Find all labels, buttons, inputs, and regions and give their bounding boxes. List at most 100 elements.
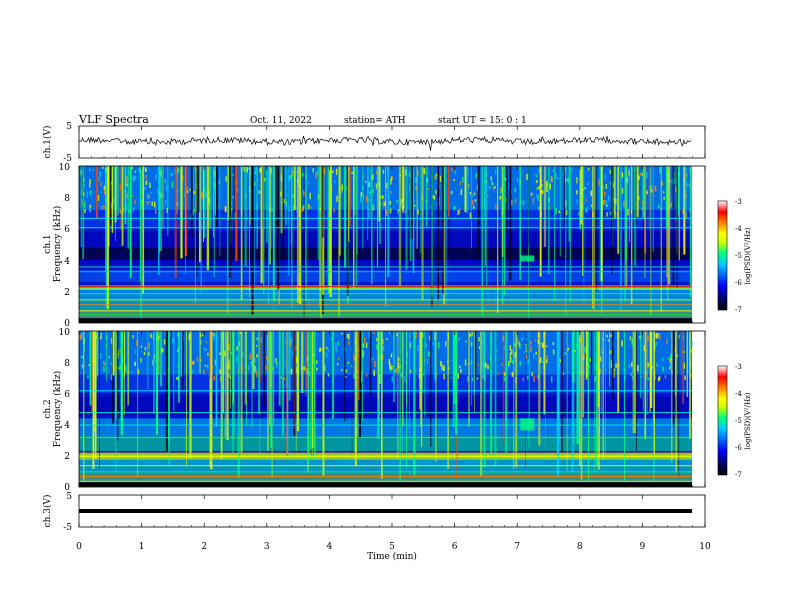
ch1-speckle (541, 190, 544, 194)
ch2-speckle (325, 347, 328, 350)
ch1-speckle (332, 170, 334, 174)
ch1-sferic-streak (629, 166, 630, 242)
ch1-cbar-tick-m7: -7 (735, 306, 742, 314)
ch2-speckle (509, 352, 512, 359)
ch2-speckle (87, 374, 89, 379)
ch2-sferic-streak (468, 331, 470, 427)
ch2-sferic-streak (314, 331, 316, 460)
ch1-freq-tick-4: 4 (64, 257, 70, 267)
ch2-sferic-streak (199, 331, 201, 374)
ch1-freq-tick-6: 6 (64, 225, 70, 235)
ch2-speckle (207, 352, 209, 356)
ch2-speckle (200, 340, 202, 345)
ch1-speckle (526, 173, 528, 180)
ch1-speckle (554, 172, 557, 179)
ch2-speckle (230, 351, 232, 355)
ch2-speckle (150, 333, 152, 338)
ch1-sferic-streak (672, 166, 675, 285)
ch1-speckle (131, 195, 134, 198)
ch2-speckle (81, 356, 84, 359)
ch2-sferic-streak (686, 331, 688, 397)
ch2-speckle (341, 369, 343, 371)
ch1-speckle (334, 180, 336, 183)
ch2-sferic-streak (263, 331, 266, 407)
ch2-speckle (478, 346, 481, 350)
ch2-sferic-streak (483, 331, 486, 468)
ch2-speckle (335, 346, 337, 353)
ch2-sferic-streak (612, 331, 614, 400)
ch2-narrowband-line-10 (79, 480, 692, 482)
ch2-speckle (239, 331, 241, 334)
ch1-speckle (132, 176, 135, 182)
ch2-speckle (203, 347, 205, 350)
ch2-speckle (327, 373, 330, 377)
ch1-sferic-streak (421, 166, 424, 301)
ch1-sferic-streak (592, 166, 593, 309)
ch2-sferic-streak (397, 331, 399, 460)
ch1-speckle (494, 186, 496, 189)
ch1-sferic-streak (192, 166, 194, 214)
ch2-sferic-streak (259, 331, 262, 383)
ch1-speckle (663, 191, 665, 194)
ch1-speckle (546, 185, 548, 191)
ch2-speckle (656, 363, 658, 367)
ch2-sferic-streak (632, 331, 635, 434)
ch1-speckle (148, 194, 150, 199)
ch1-sferic-streak (105, 166, 108, 308)
time-tick-7: 7 (514, 542, 520, 552)
ch1-sferic-streak (677, 166, 680, 216)
ch1-sferic-streak (477, 166, 480, 260)
ch2-speckle (521, 337, 523, 342)
ch2-sferic-streak (413, 331, 416, 476)
ch2-speckle (429, 335, 431, 341)
ch2-sferic-streak (406, 331, 407, 468)
ch1-sferic-streak (184, 166, 188, 256)
ch1-speckle (89, 207, 91, 213)
ch1-speckle (360, 196, 362, 203)
ch2-speckle (443, 365, 445, 372)
ch1-sferic-streak (509, 166, 512, 281)
ch2-speckle (609, 350, 612, 354)
ch2-speckle (283, 377, 286, 381)
ch2-speckle (535, 351, 537, 355)
ch1-sferic-streak (215, 166, 216, 216)
ch2-speckle (191, 360, 193, 365)
ch1-speckle (609, 169, 612, 174)
ch1-sferic-streak (448, 166, 450, 217)
ch1-speckle (304, 191, 306, 197)
ch1-speckle (598, 179, 600, 186)
ch2-speckle (205, 348, 207, 351)
ch2-speckle (509, 345, 512, 351)
ch1-speckle (382, 169, 385, 174)
ch1-speckle (606, 212, 608, 217)
ch2-speckle (350, 364, 353, 368)
ch2-sferic-streak (672, 331, 675, 427)
ch1-speckle (126, 193, 128, 199)
ch1-sferic-streak (194, 166, 196, 303)
ch2-sferic-streak (640, 331, 642, 398)
ch2-speckle (458, 337, 460, 341)
ch1-speckle (592, 211, 594, 218)
ch1-speckle (232, 195, 235, 200)
ch2-sferic-streak (646, 331, 648, 415)
ch2-sferic-streak (642, 331, 644, 411)
ch2-speckle (530, 341, 532, 345)
ch2-sferic-streak (482, 331, 485, 379)
ch1-speckle (658, 204, 660, 209)
ch2-speckle (164, 372, 166, 375)
ch1-speckle (423, 168, 426, 175)
ch2-speckle (372, 357, 375, 360)
ch1-speckle (476, 184, 479, 191)
ch2-speckle (684, 375, 686, 380)
ch1-colorbar (717, 200, 728, 311)
ch1-sferic-streak (559, 166, 561, 257)
ch1-speckle (104, 190, 106, 195)
ch2-sferic-streak (270, 331, 273, 448)
ch1-speckle (340, 186, 343, 194)
ch1-speckle (682, 209, 684, 214)
ch2-sferic-streak (369, 331, 372, 397)
ch2-speckle (219, 352, 221, 355)
ch1-sferic-streak (367, 166, 369, 240)
ch2-speckle (691, 342, 693, 346)
